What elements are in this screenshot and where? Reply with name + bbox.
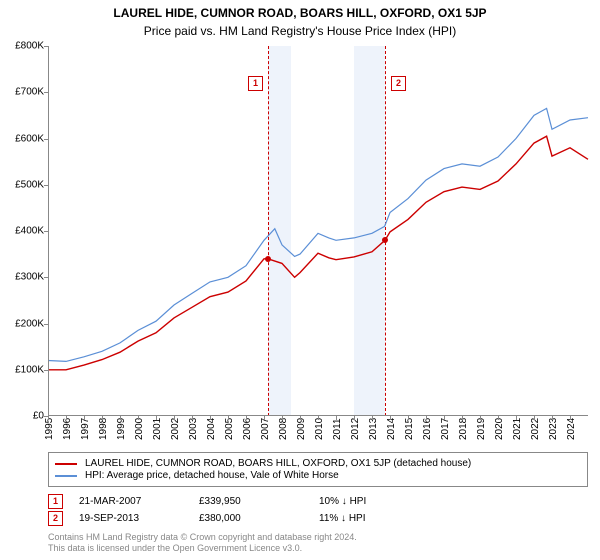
x-tick-label: 1995 <box>44 418 55 440</box>
x-tick-label: 2020 <box>494 418 505 440</box>
legend-label: HPI: Average price, detached house, Vale… <box>85 470 339 481</box>
y-tick-label: £0 <box>33 411 44 422</box>
legend-item-price: LAUREL HIDE, CUMNOR ROAD, BOARS HILL, OX… <box>55 458 581 469</box>
legend-swatch <box>55 463 77 465</box>
x-tick-label: 2006 <box>242 418 253 440</box>
x-tick-label: 1997 <box>80 418 91 440</box>
x-tick-label: 2004 <box>206 418 217 440</box>
x-tick-label: 2014 <box>386 418 397 440</box>
x-tick-label: 2012 <box>350 418 361 440</box>
y-tick-label: £600K <box>15 133 44 144</box>
x-tick-label: 2024 <box>566 418 577 440</box>
legend-item-hpi: HPI: Average price, detached house, Vale… <box>55 470 581 481</box>
y-tick-label: £200K <box>15 318 44 329</box>
x-tick-label: 2000 <box>134 418 145 440</box>
x-tick-label: 2017 <box>440 418 451 440</box>
x-tick-label: 2002 <box>170 418 181 440</box>
chart-container: LAUREL HIDE, CUMNOR ROAD, BOARS HILL, OX… <box>0 0 600 560</box>
x-tick-label: 1996 <box>62 418 73 440</box>
legend-swatch <box>55 475 77 477</box>
y-tick-label: £400K <box>15 226 44 237</box>
legend: LAUREL HIDE, CUMNOR ROAD, BOARS HILL, OX… <box>48 452 588 487</box>
transaction-price: £380,000 <box>199 513 319 524</box>
x-tick-label: 2005 <box>224 418 235 440</box>
plot-area: 12 £0£100K£200K£300K£400K£500K£600K£700K… <box>48 46 588 416</box>
x-tick-label: 2015 <box>404 418 415 440</box>
chart-title: LAUREL HIDE, CUMNOR ROAD, BOARS HILL, OX… <box>0 0 600 20</box>
x-tick-label: 2003 <box>188 418 199 440</box>
footer-line: This data is licensed under the Open Gov… <box>48 543 357 554</box>
transaction-row: 2 19-SEP-2013 £380,000 11% ↓ HPI <box>48 511 588 526</box>
x-tick-label: 2019 <box>476 418 487 440</box>
legend-label: LAUREL HIDE, CUMNOR ROAD, BOARS HILL, OX… <box>85 458 471 469</box>
x-tick-label: 2023 <box>548 418 559 440</box>
x-tick-label: 2008 <box>278 418 289 440</box>
transaction-price: £339,950 <box>199 496 319 507</box>
footer-line: Contains HM Land Registry data © Crown c… <box>48 532 357 543</box>
axes <box>48 46 588 416</box>
x-tick-label: 2009 <box>296 418 307 440</box>
transaction-date: 21-MAR-2007 <box>79 496 199 507</box>
x-tick-label: 2022 <box>530 418 541 440</box>
x-tick-label: 2001 <box>152 418 163 440</box>
x-tick-label: 1999 <box>116 418 127 440</box>
x-tick-label: 2013 <box>368 418 379 440</box>
chart-subtitle: Price paid vs. HM Land Registry's House … <box>0 20 600 42</box>
transaction-row: 1 21-MAR-2007 £339,950 10% ↓ HPI <box>48 494 588 509</box>
transaction-marker-icon: 2 <box>48 511 63 526</box>
y-tick-label: £100K <box>15 364 44 375</box>
attribution-footer: Contains HM Land Registry data © Crown c… <box>48 532 357 555</box>
transaction-date: 19-SEP-2013 <box>79 513 199 524</box>
x-tick-label: 2021 <box>512 418 523 440</box>
x-tick-label: 2007 <box>260 418 271 440</box>
x-tick-label: 2011 <box>332 418 343 440</box>
transaction-delta: 11% ↓ HPI <box>319 513 439 524</box>
transaction-delta: 10% ↓ HPI <box>319 496 439 507</box>
y-tick-label: £800K <box>15 41 44 52</box>
x-tick-label: 2010 <box>314 418 325 440</box>
y-tick-label: £500K <box>15 179 44 190</box>
x-tick-label: 1998 <box>98 418 109 440</box>
transaction-marker-icon: 1 <box>48 494 63 509</box>
y-tick-label: £300K <box>15 272 44 283</box>
transactions: 1 21-MAR-2007 £339,950 10% ↓ HPI 2 19-SE… <box>48 492 588 528</box>
x-tick-label: 2018 <box>458 418 469 440</box>
x-tick-label: 2016 <box>422 418 433 440</box>
y-tick-label: £700K <box>15 87 44 98</box>
